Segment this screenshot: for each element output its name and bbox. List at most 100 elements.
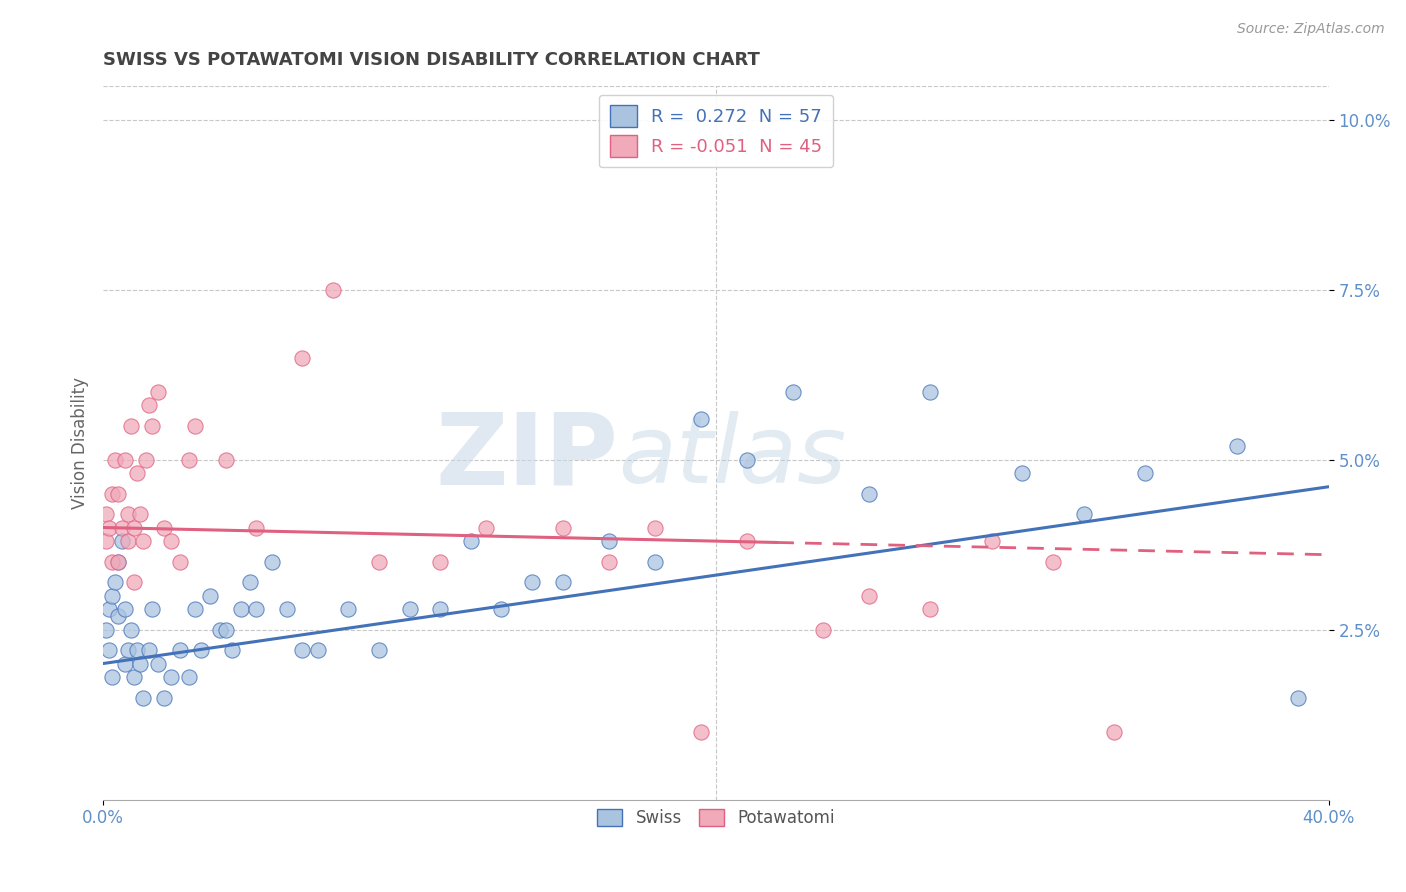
Point xyxy=(689,411,711,425)
Point xyxy=(291,351,314,365)
Point xyxy=(114,602,136,616)
Point xyxy=(782,384,804,399)
Point xyxy=(367,555,389,569)
Point xyxy=(184,602,207,616)
Point xyxy=(644,555,666,569)
Point xyxy=(429,602,451,616)
Point xyxy=(811,623,834,637)
Point xyxy=(190,643,212,657)
Point xyxy=(1042,555,1064,569)
Point xyxy=(177,452,200,467)
Point xyxy=(1226,439,1249,453)
Point xyxy=(114,657,136,671)
Point xyxy=(96,534,118,549)
Point xyxy=(101,589,124,603)
Point xyxy=(132,534,155,549)
Point xyxy=(141,418,163,433)
Point xyxy=(920,602,942,616)
Point xyxy=(337,602,360,616)
Point xyxy=(125,643,148,657)
Point xyxy=(460,534,482,549)
Point xyxy=(129,657,152,671)
Point xyxy=(598,534,620,549)
Point xyxy=(138,398,160,412)
Point xyxy=(117,643,139,657)
Point xyxy=(291,643,314,657)
Point xyxy=(1286,690,1309,705)
Point xyxy=(245,520,267,534)
Point xyxy=(159,534,181,549)
Point xyxy=(96,623,118,637)
Point xyxy=(120,623,142,637)
Point xyxy=(169,643,191,657)
Point xyxy=(1104,724,1126,739)
Point xyxy=(98,643,121,657)
Text: atlas: atlas xyxy=(617,411,846,502)
Point xyxy=(98,520,121,534)
Point xyxy=(117,534,139,549)
Point xyxy=(177,670,200,684)
Point xyxy=(429,555,451,569)
Point xyxy=(735,452,758,467)
Point xyxy=(110,520,132,534)
Point xyxy=(858,486,880,500)
Point xyxy=(184,418,207,433)
Point xyxy=(101,486,124,500)
Point xyxy=(367,643,389,657)
Point xyxy=(122,574,145,589)
Y-axis label: Vision Disability: Vision Disability xyxy=(72,376,89,508)
Point xyxy=(208,623,231,637)
Point xyxy=(491,602,513,616)
Point xyxy=(215,623,238,637)
Point xyxy=(260,555,283,569)
Point xyxy=(117,507,139,521)
Point xyxy=(520,574,543,589)
Point xyxy=(141,602,163,616)
Point xyxy=(1073,507,1095,521)
Point xyxy=(107,555,129,569)
Point xyxy=(200,589,222,603)
Point xyxy=(398,602,420,616)
Point xyxy=(107,486,129,500)
Point xyxy=(101,670,124,684)
Point xyxy=(148,384,170,399)
Point xyxy=(110,534,132,549)
Point xyxy=(322,283,344,297)
Point xyxy=(551,574,574,589)
Text: Source: ZipAtlas.com: Source: ZipAtlas.com xyxy=(1237,22,1385,37)
Point xyxy=(153,690,176,705)
Point xyxy=(132,690,155,705)
Point xyxy=(475,520,498,534)
Point xyxy=(239,574,262,589)
Point xyxy=(159,670,181,684)
Point xyxy=(122,520,145,534)
Point xyxy=(1011,466,1033,480)
Point xyxy=(858,589,880,603)
Point xyxy=(169,555,191,569)
Point xyxy=(735,534,758,549)
Text: ZIP: ZIP xyxy=(434,409,617,505)
Point xyxy=(153,520,176,534)
Point xyxy=(120,418,142,433)
Point xyxy=(307,643,329,657)
Point xyxy=(689,724,711,739)
Point xyxy=(104,452,127,467)
Point xyxy=(135,452,157,467)
Point xyxy=(245,602,267,616)
Point xyxy=(215,452,238,467)
Point xyxy=(107,555,129,569)
Point xyxy=(551,520,574,534)
Point xyxy=(644,520,666,534)
Point xyxy=(920,384,942,399)
Point xyxy=(598,555,620,569)
Point xyxy=(138,643,160,657)
Point xyxy=(229,602,252,616)
Point xyxy=(276,602,298,616)
Point xyxy=(122,670,145,684)
Point xyxy=(98,602,121,616)
Point xyxy=(104,574,127,589)
Point xyxy=(980,534,1002,549)
Point xyxy=(107,608,129,623)
Point xyxy=(1133,466,1156,480)
Point xyxy=(96,507,118,521)
